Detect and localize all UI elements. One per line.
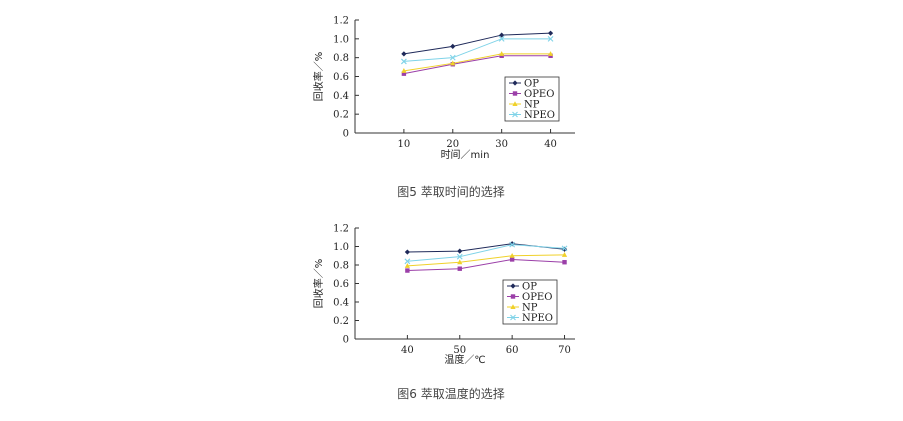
- series-line: [403, 32, 551, 55]
- y-tick-label: 0.4: [333, 91, 349, 102]
- legend-swatch-marker: [510, 314, 516, 321]
- data-point: [401, 51, 407, 57]
- legend-entry-opeo: OPEO: [524, 89, 554, 100]
- data-point: [509, 241, 516, 248]
- data-point: [499, 32, 505, 38]
- legend-entry-np: NP: [522, 303, 538, 314]
- x-axis-label: 时间／min: [441, 148, 490, 161]
- y-tick-label: 0.8: [333, 261, 349, 272]
- y-tick-label: 0.4: [333, 298, 349, 309]
- data-point: [457, 266, 462, 271]
- series-line: [407, 244, 565, 262]
- data-point: [561, 246, 568, 252]
- legend-entry-np: NP: [524, 100, 540, 111]
- data-point: [562, 260, 567, 265]
- x-tick-label: 20: [446, 139, 459, 150]
- y-tick-label: 1.0: [333, 242, 349, 253]
- y-tick-label: 0: [343, 335, 349, 346]
- chart-1: 0 0.2 0.4 0.6 0.8 1.0 1.2 10 20 30 40 时间／min 回收率／% OP…: [312, 16, 575, 199]
- legend-swatch-marker: [512, 80, 518, 86]
- series-npeo: [404, 241, 568, 265]
- data-point: [457, 259, 463, 265]
- figure-caption: 图5 萃取时间的选择: [397, 184, 504, 199]
- x-tick-label: 40: [401, 345, 414, 356]
- data-point: [456, 253, 463, 260]
- series-op: [401, 30, 554, 57]
- data-point: [401, 58, 407, 65]
- chart-2: 0 0.2 0.4 0.6 0.8 1.0 1.2 40 50 60 70 温度／℃ 回收率／% OPOP…: [312, 224, 575, 401]
- data-point: [509, 257, 515, 262]
- legend-swatch-marker: [510, 283, 516, 289]
- x-tick-label: 70: [558, 345, 571, 356]
- data-point: [449, 54, 456, 61]
- y-tick-label: 0.8: [333, 53, 349, 64]
- y-tick-label: 0.6: [333, 279, 349, 290]
- series-opeo: [405, 257, 567, 273]
- x-tick-label: 60: [506, 345, 519, 356]
- legend-entry-npeo: NPEO: [522, 313, 553, 324]
- data-point: [547, 30, 554, 36]
- data-point: [499, 51, 505, 56]
- legend-entry-opeo: OPEO: [522, 292, 552, 303]
- x-axis-label: 温度／℃: [444, 353, 485, 366]
- y-tick-label: 0.2: [333, 110, 349, 121]
- legend-entry-op: OP: [522, 282, 537, 293]
- y-tick-label: 1.0: [333, 34, 349, 45]
- series-npeo: [401, 35, 554, 65]
- data-point: [404, 258, 411, 265]
- y-tick-label: 0.6: [333, 72, 349, 83]
- legend-swatch-marker: [512, 101, 518, 106]
- data-point: [498, 35, 505, 42]
- series-line: [403, 38, 551, 62]
- series-np: [404, 252, 568, 268]
- y-tick-label: 1.2: [333, 224, 349, 235]
- data-point: [401, 68, 407, 73]
- x-tick-label: 30: [495, 139, 508, 150]
- x-tick-label: 40: [544, 139, 557, 150]
- series-op: [404, 241, 568, 255]
- x-tick-label: 10: [398, 139, 411, 150]
- data-point: [404, 263, 410, 268]
- series-opeo: [401, 53, 553, 76]
- data-point: [450, 60, 456, 66]
- y-axis-label: 回收率／%: [312, 52, 325, 102]
- series-line: [403, 53, 551, 72]
- series-line: [407, 254, 565, 267]
- figure-caption: 图6 萃取温度的选择: [397, 386, 504, 401]
- data-point: [547, 51, 554, 56]
- y-tick-label: 0: [343, 129, 349, 140]
- data-point: [509, 252, 515, 258]
- y-axis-label: 回收率／%: [312, 259, 325, 309]
- x-tick-label: 50: [453, 345, 466, 356]
- data-point: [450, 43, 456, 49]
- data-point: [405, 268, 410, 273]
- series-line: [403, 55, 551, 75]
- legend-swatch-marker: [510, 304, 516, 309]
- legend-entry-npeo: NPEO: [524, 110, 555, 121]
- data-point: [561, 252, 568, 257]
- legend-swatch-marker: [510, 294, 516, 299]
- data-point: [561, 245, 568, 252]
- data-point: [457, 248, 463, 254]
- data-point: [401, 71, 407, 76]
- y-tick-label: 1.2: [333, 16, 349, 27]
- legend-swatch-marker: [512, 111, 518, 118]
- series-line: [407, 258, 565, 272]
- legend-swatch-marker: [512, 91, 518, 96]
- data-point: [404, 249, 410, 255]
- series-np: [401, 51, 554, 73]
- y-tick-label: 0.2: [333, 316, 349, 327]
- legend-entry-op: OP: [524, 79, 539, 90]
- data-point: [547, 35, 554, 42]
